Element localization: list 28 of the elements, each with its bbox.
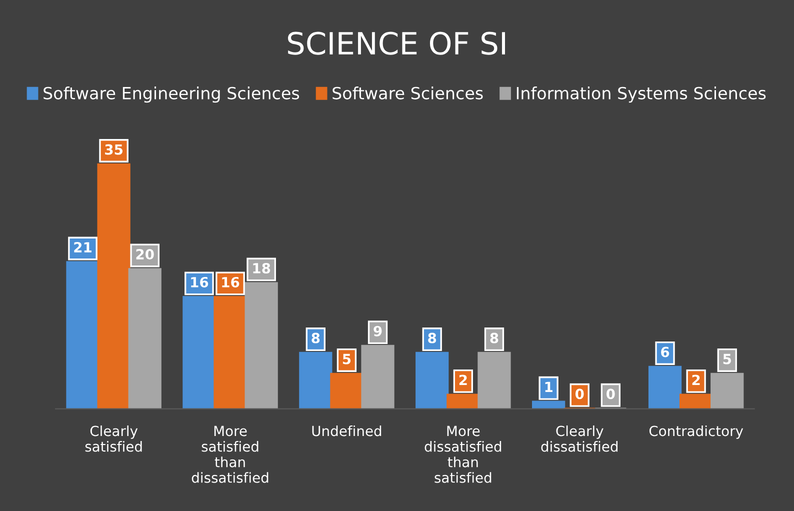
chart-title: SCIENCE OF SI <box>288 32 505 55</box>
legend-label: Software Sciences <box>332 86 483 100</box>
data-label: 2 <box>459 374 467 385</box>
data-label: 9 <box>374 326 382 336</box>
data-label: 16 <box>222 276 240 288</box>
data-label: 20 <box>136 249 154 260</box>
legend-label: Information Systems Sciences <box>516 86 766 103</box>
data-label: 8 <box>490 332 498 344</box>
data-label: 16 <box>191 276 208 288</box>
data-label: 6 <box>661 346 670 358</box>
data-label: 8 <box>428 332 436 344</box>
data-label: 5 <box>723 354 731 364</box>
data-label: 5 <box>342 354 351 364</box>
data-label: 21 <box>74 242 92 252</box>
data-label: 8 <box>312 332 320 344</box>
x-tick-label: Undefined <box>312 425 382 436</box>
x-tick-label: Clearly dissatisfied <box>541 425 618 452</box>
data-label: 18 <box>253 262 270 274</box>
legend-label: Software Engineering Sciences <box>44 86 300 103</box>
x-tick-label: Clearly satisfied <box>85 425 142 452</box>
data-label: 1 <box>545 382 552 392</box>
data-label: 35 <box>105 144 122 155</box>
x-tick-label: More satisfied than dissatisfied <box>192 426 268 483</box>
x-tick-label: More dissatisfied than satisfied <box>424 426 502 483</box>
data-label: 2 <box>692 374 700 385</box>
x-tick-label: Contradictory <box>649 425 744 439</box>
data-label: 0 <box>606 388 615 400</box>
data-label: 0 <box>575 388 584 400</box>
